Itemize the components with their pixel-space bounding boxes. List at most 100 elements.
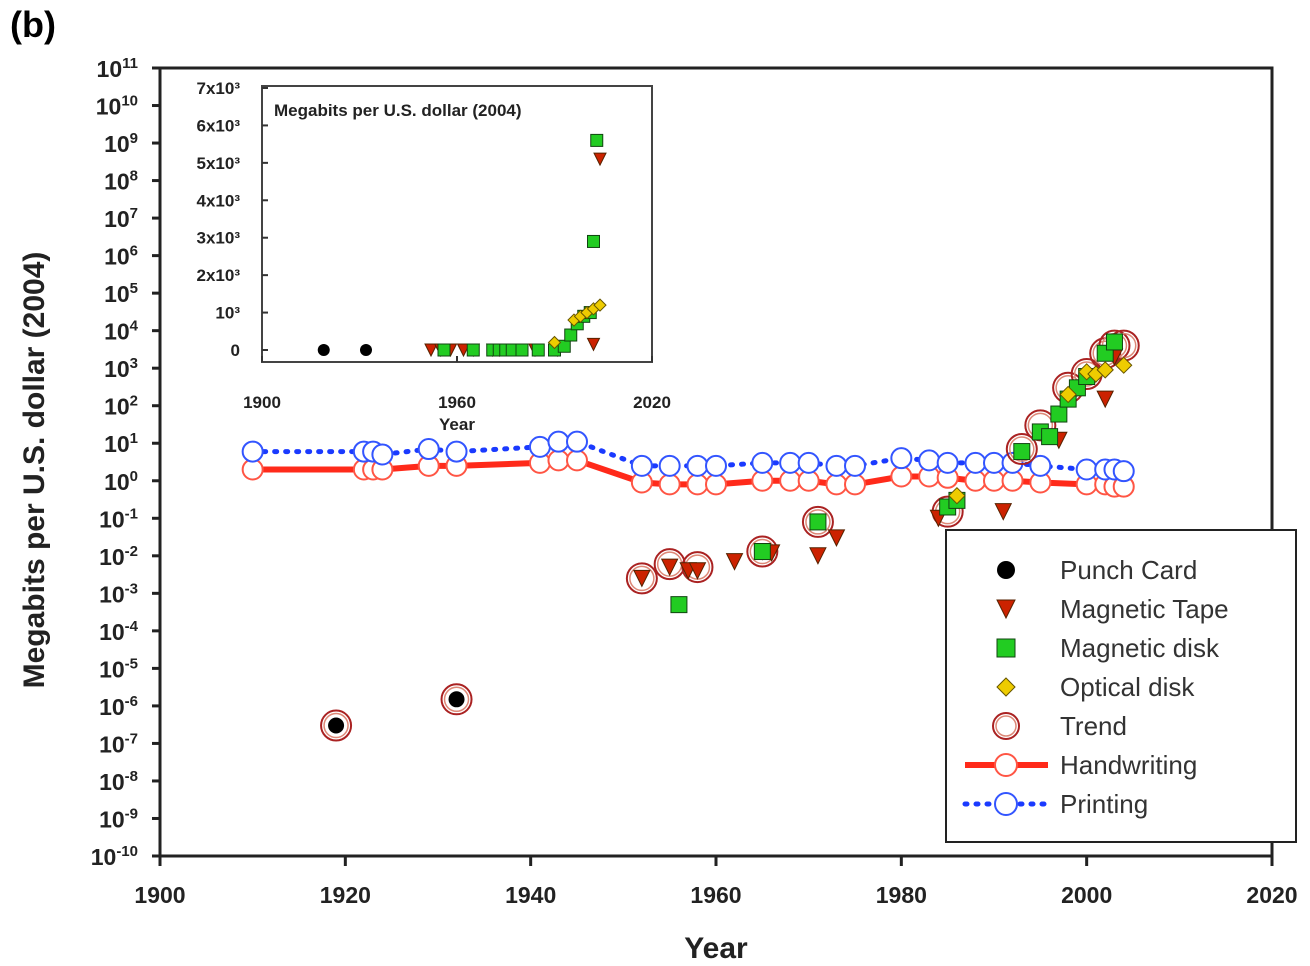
y-tick-label: 1010 — [96, 93, 138, 120]
legend-magnetic-tape-label: Magnetic Tape — [1060, 594, 1229, 624]
printing-point — [417, 438, 440, 461]
trend-point — [1005, 433, 1038, 466]
inset-magnetic-tape-point — [456, 343, 471, 358]
legend-printing-label: Printing — [1060, 789, 1148, 819]
inset-x-tick-label: 1900 — [243, 393, 281, 412]
x-tick-label: 1920 — [320, 882, 371, 908]
magnetic-tape-point — [688, 562, 707, 580]
printing-point — [1075, 458, 1098, 481]
y-tick-label: 107 — [104, 205, 138, 232]
y-tick-label: 10-1 — [99, 505, 138, 532]
x-tick-label: 2000 — [1061, 882, 1112, 908]
inset-optical-disk-point — [593, 298, 607, 312]
y-tick-label: 10-5 — [99, 655, 138, 682]
printing-point — [918, 449, 941, 472]
printing-point — [797, 451, 820, 474]
optical-disk-point — [1096, 361, 1114, 379]
inset-magnetic-tape-point — [424, 343, 438, 358]
printing-point — [1112, 460, 1135, 483]
inset-optical-disk-point — [547, 335, 562, 350]
printing-point — [983, 451, 1005, 474]
inset-magnetic-disk-point — [590, 133, 604, 147]
inset-magnetic-disk-point — [531, 343, 545, 357]
inset-y-tick-label: 3x10³ — [197, 229, 241, 248]
x-tick-label: 1960 — [690, 882, 741, 908]
printing-point — [241, 440, 264, 463]
magnetic-disk-point — [753, 543, 771, 561]
y-tick-label: 10-2 — [99, 543, 138, 570]
printing-point — [936, 451, 959, 474]
inset-y-tick-label: 7x10³ — [197, 79, 241, 98]
inset-magnetic-disk-point — [515, 343, 529, 357]
inset-x-tick-label: 1960 — [438, 393, 476, 412]
trend-point-inner — [323, 712, 349, 739]
y-tick-label: 1011 — [97, 55, 138, 82]
trend-point-inner — [1009, 436, 1035, 462]
y-tick-label: 10-8 — [99, 768, 138, 795]
y-axis-title: Megabits per U.S. dollar (2004) — [18, 252, 51, 689]
magnetic-disk-point — [1041, 428, 1059, 446]
printing-point — [686, 454, 709, 477]
handwriting-point — [890, 465, 913, 488]
inset-x-tick-label: 2020 — [633, 393, 671, 412]
legend-optical-disk-label: Optical disk — [1060, 672, 1195, 702]
x-tick-label: 1980 — [876, 882, 927, 908]
legend-punch-card-label: Punch Card — [1060, 555, 1197, 585]
magnetic-disk-point — [809, 513, 827, 531]
inset-y-tick-label: 10³ — [215, 304, 240, 323]
trend-point — [625, 562, 658, 595]
inset-y-tick-label: 2x10³ — [197, 266, 241, 285]
magnetic-disk-point — [1013, 443, 1031, 461]
punch-card-point — [328, 717, 345, 734]
printing-point — [844, 454, 866, 477]
magnetic-tape-point — [809, 547, 827, 565]
handwriting-point — [844, 473, 866, 496]
inset-magnetic-disk-point — [466, 343, 480, 357]
printing-point — [779, 451, 802, 474]
handwriting-point — [566, 449, 588, 472]
inset-y-tick-label: 6x10³ — [197, 116, 241, 135]
inset-y-tick-label: 4x10³ — [197, 191, 241, 210]
trend-point — [746, 535, 779, 568]
trend-point — [801, 505, 834, 538]
legend-magnetic-disk-marker — [996, 638, 1016, 658]
trend-point — [320, 709, 353, 742]
inset-magnetic-tape-point — [586, 337, 601, 352]
y-tick-label: 108 — [104, 168, 138, 195]
legend-printing-marker — [994, 792, 1018, 816]
x-tick-label: 2020 — [1246, 882, 1297, 908]
inset-title: Megabits per U.S. dollar (2004) — [274, 101, 522, 120]
y-tick-label: 106 — [104, 243, 138, 270]
printing-point — [445, 440, 468, 463]
optical-disk-point — [948, 486, 966, 505]
y-tick-label: 10-9 — [99, 805, 138, 832]
legend-handwriting-label: Handwriting — [1060, 750, 1197, 780]
handwriting-point — [705, 473, 727, 496]
y-tick-label: 109 — [104, 130, 138, 157]
y-tick-label: 101 — [104, 430, 138, 457]
printing-point — [547, 430, 570, 453]
magnetic-tape-point — [827, 529, 846, 548]
optical-disk-point — [1115, 356, 1133, 374]
printing-point — [964, 451, 987, 474]
printing-point — [528, 435, 551, 458]
legend-trend-marker-inner — [995, 715, 1017, 737]
inset-magnetic-disk-point — [587, 234, 600, 248]
punch-card-point — [448, 691, 465, 708]
inset-punch-card-point — [360, 344, 372, 356]
magnetic-tape-point — [994, 503, 1013, 521]
legend-punch-card-marker — [997, 561, 1015, 579]
magnetic-tape-point — [725, 553, 744, 571]
x-tick-label: 1940 — [505, 882, 556, 908]
inset-x-axis-title: Year — [439, 415, 475, 434]
y-tick-label: 102 — [104, 393, 138, 420]
inset-punch-card-point — [317, 344, 330, 356]
y-tick-label: 10-3 — [99, 580, 138, 607]
y-tick-label: 100 — [104, 468, 138, 495]
printing-point — [658, 454, 681, 477]
printing-point — [630, 454, 653, 477]
handwriting-point — [825, 473, 848, 496]
trend-point-inner — [443, 686, 470, 713]
magnetic-disk-point — [670, 596, 688, 614]
